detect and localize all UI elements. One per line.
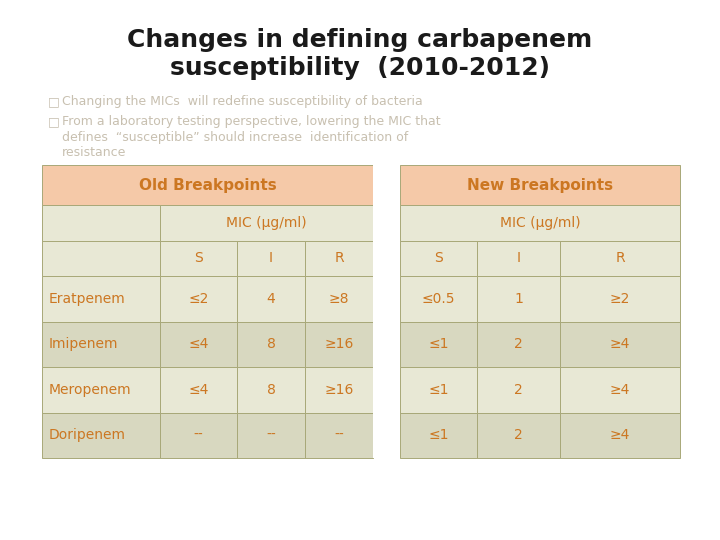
Text: ≥4: ≥4 xyxy=(610,383,630,397)
Bar xyxy=(42,322,160,367)
Text: ≥2: ≥2 xyxy=(610,292,630,306)
Bar xyxy=(560,276,680,322)
Bar xyxy=(42,165,373,205)
Bar xyxy=(42,205,160,241)
Text: ≤1: ≤1 xyxy=(428,338,449,352)
Bar xyxy=(160,322,237,367)
Bar xyxy=(477,413,560,458)
Bar xyxy=(305,367,373,413)
Text: Meropenem: Meropenem xyxy=(49,383,132,397)
Text: 2: 2 xyxy=(514,338,523,352)
Text: 2: 2 xyxy=(514,383,523,397)
Bar xyxy=(237,413,305,458)
Text: --: -- xyxy=(266,428,276,442)
Bar xyxy=(160,276,237,322)
Text: MIC (μg/ml): MIC (μg/ml) xyxy=(500,216,580,230)
Bar xyxy=(477,322,560,367)
Bar xyxy=(560,241,680,276)
Text: New Breakpoints: New Breakpoints xyxy=(467,178,613,193)
Bar xyxy=(237,241,305,276)
Text: Changing the MICs  will redefine susceptibility of bacteria: Changing the MICs will redefine suscepti… xyxy=(62,96,423,109)
Text: I: I xyxy=(516,252,521,266)
Bar xyxy=(400,241,477,276)
Text: Old Breakpoints: Old Breakpoints xyxy=(139,178,276,193)
Bar xyxy=(42,413,160,458)
Bar xyxy=(237,276,305,322)
Text: ≤0.5: ≤0.5 xyxy=(422,292,455,306)
Text: ≤4: ≤4 xyxy=(189,338,209,352)
Bar xyxy=(305,276,373,322)
Text: ≥4: ≥4 xyxy=(610,428,630,442)
Bar xyxy=(373,367,400,413)
Text: ≥16: ≥16 xyxy=(324,338,354,352)
Text: 8: 8 xyxy=(266,338,276,352)
Text: ≤4: ≤4 xyxy=(189,383,209,397)
Text: --: -- xyxy=(334,428,344,442)
Bar xyxy=(400,165,680,205)
Bar xyxy=(160,413,237,458)
Bar xyxy=(560,367,680,413)
Text: S: S xyxy=(194,252,203,266)
Bar xyxy=(400,367,477,413)
Text: ≥16: ≥16 xyxy=(324,383,354,397)
Text: Imipenem: Imipenem xyxy=(49,338,119,352)
Text: S: S xyxy=(434,252,443,266)
Bar xyxy=(373,322,400,367)
Text: ≤1: ≤1 xyxy=(428,428,449,442)
Bar xyxy=(560,322,680,367)
Bar xyxy=(160,241,237,276)
Text: Eratpenem: Eratpenem xyxy=(49,292,126,306)
Text: ≤1: ≤1 xyxy=(428,383,449,397)
Text: From a laboratory testing perspective, lowering the MIC that: From a laboratory testing perspective, l… xyxy=(62,116,441,129)
Bar xyxy=(42,367,160,413)
Text: resistance: resistance xyxy=(62,145,127,159)
Text: defines  “susceptible” should increase  identification of: defines “susceptible” should increase id… xyxy=(62,131,408,144)
Bar xyxy=(477,276,560,322)
Text: □: □ xyxy=(48,96,60,109)
Text: Doripenem: Doripenem xyxy=(49,428,126,442)
Bar xyxy=(477,367,560,413)
Text: ≤2: ≤2 xyxy=(189,292,209,306)
Bar xyxy=(560,413,680,458)
Text: 4: 4 xyxy=(266,292,275,306)
Text: Changes in defining carbapenem: Changes in defining carbapenem xyxy=(127,28,593,52)
Text: --: -- xyxy=(194,428,203,442)
Text: R: R xyxy=(615,252,625,266)
Bar xyxy=(400,276,477,322)
Text: susceptibility  (2010-2012): susceptibility (2010-2012) xyxy=(170,56,550,80)
Text: MIC (μg/ml): MIC (μg/ml) xyxy=(226,216,307,230)
Text: 2: 2 xyxy=(514,428,523,442)
Bar xyxy=(305,241,373,276)
Bar xyxy=(373,276,400,322)
Bar xyxy=(160,367,237,413)
Bar xyxy=(160,205,373,241)
Bar xyxy=(400,205,680,241)
Text: □: □ xyxy=(48,116,60,129)
Bar xyxy=(237,367,305,413)
Bar xyxy=(477,241,560,276)
Bar xyxy=(400,322,477,367)
Bar xyxy=(305,413,373,458)
Bar xyxy=(373,413,400,458)
Bar xyxy=(305,322,373,367)
Text: R: R xyxy=(334,252,344,266)
Text: ≥8: ≥8 xyxy=(329,292,349,306)
Bar xyxy=(42,241,160,276)
Text: 8: 8 xyxy=(266,383,276,397)
Bar xyxy=(373,241,400,276)
Bar xyxy=(400,413,477,458)
Bar xyxy=(373,165,400,205)
Bar xyxy=(42,276,160,322)
Text: 1: 1 xyxy=(514,292,523,306)
Bar xyxy=(373,205,400,241)
Text: ≥4: ≥4 xyxy=(610,338,630,352)
Text: I: I xyxy=(269,252,273,266)
Bar xyxy=(237,322,305,367)
